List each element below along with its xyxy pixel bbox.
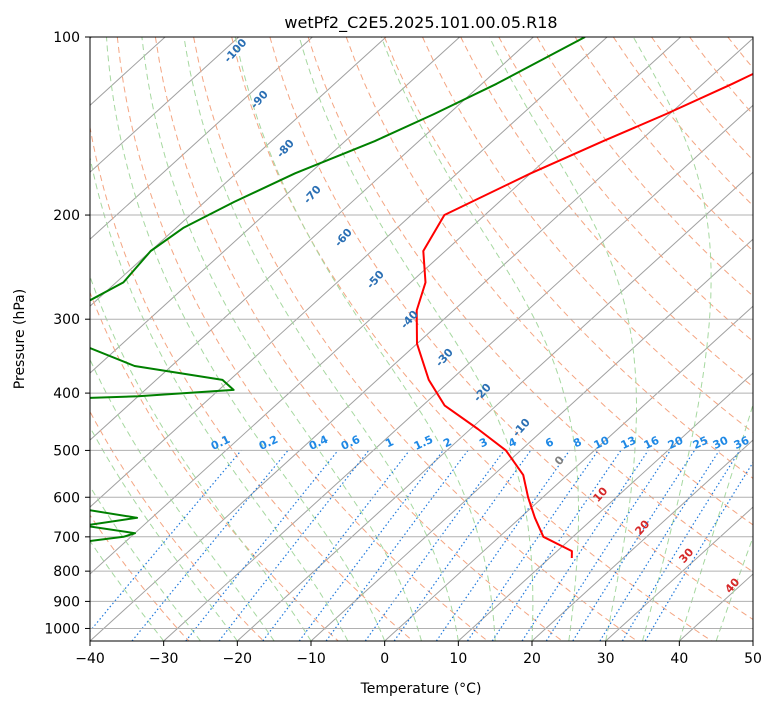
mixing-ratio-line — [262, 450, 410, 641]
dry-adiabat-line — [536, 37, 753, 297]
mixing-ratio-line — [521, 450, 649, 641]
y-axis-label: Pressure (hPa) — [12, 289, 28, 389]
pressure-grid — [90, 37, 753, 629]
moist-adiabat-line — [234, 37, 496, 641]
profile-lines — [90, 37, 753, 559]
x-axis: −40 −30 −20 −10 0 10 20 30 40 50 — [75, 641, 762, 667]
x-axis-label: Temperature (°C) — [360, 681, 482, 697]
moist-adiabat-line — [90, 540, 165, 641]
moist-adiabat-line — [90, 426, 238, 641]
mixing-ratio-label: 30 — [711, 434, 731, 452]
x-tick-label: 50 — [744, 651, 762, 667]
dry-adiabat-line — [193, 37, 638, 641]
dewpoint-line — [90, 37, 586, 543]
mixing-ratio-line — [325, 450, 469, 641]
mixing-ratio-line — [185, 450, 339, 641]
mixing-ratio-label: 10 — [592, 434, 612, 452]
mixing-ratio-line — [572, 450, 696, 641]
chart-title: wetPf2_C2E5.2025.101.00.05.R18 — [284, 13, 557, 33]
mixing-ratio-line — [435, 450, 571, 641]
moist-adiabat-line — [90, 485, 201, 641]
isotherm-line — [163, 104, 753, 641]
mixing-ratio-label: 25 — [691, 434, 710, 452]
y-tick-label: 800 — [53, 564, 80, 580]
isotherm-line — [236, 171, 753, 641]
moist-adiabat-line — [90, 275, 312, 641]
x-tick-label: −10 — [296, 651, 326, 667]
background-lines — [90, 37, 775, 641]
mixing-ratio-line — [545, 450, 671, 641]
x-tick-label: −30 — [149, 651, 179, 667]
dry-adiabat-line — [422, 37, 753, 434]
y-tick-label: 700 — [53, 530, 80, 546]
isotherm-line — [90, 37, 534, 441]
moist-adiabat-line — [141, 37, 422, 641]
x-tick-label: 30 — [597, 651, 615, 667]
mixing-ratio-label: 16 — [642, 434, 662, 452]
dry-adiabat-line — [307, 37, 753, 573]
isotherm-line — [310, 238, 753, 641]
isotherm-line — [384, 305, 753, 641]
mixing-ratio-label: 13 — [619, 434, 638, 452]
y-tick-label: 500 — [53, 443, 80, 459]
mixing-ratio-line — [621, 450, 741, 641]
plot-frame — [89, 36, 754, 642]
x-tick-label: 10 — [449, 651, 467, 667]
y-tick-label: 1000 — [44, 621, 80, 637]
mixing-ratio-line — [131, 450, 289, 641]
isotherm-line — [457, 372, 753, 641]
y-axis: 100 200 300 400 500 600 700 800 900 1000 — [44, 30, 90, 637]
y-tick-label: 900 — [53, 594, 80, 610]
mixing-ratio-line — [393, 450, 532, 641]
isotherm-line — [605, 506, 753, 641]
x-tick-label: −40 — [75, 651, 105, 667]
moist-adiabat-line — [90, 358, 275, 641]
temperature-line — [415, 72, 753, 559]
dry-adiabat-line — [90, 124, 414, 641]
dry-adiabat-line — [766, 37, 775, 641]
y-tick-label: 600 — [53, 490, 80, 506]
y-tick-label: 100 — [53, 30, 80, 46]
dry-adiabat-line — [116, 37, 488, 641]
isotherm-line — [90, 37, 313, 240]
mixing-ratio-line — [466, 450, 599, 641]
moist-adiabat-line — [678, 402, 753, 641]
x-tick-label: 0 — [380, 651, 389, 667]
y-tick-label: 400 — [53, 386, 80, 402]
isotherm-line — [90, 37, 387, 307]
moist-adiabat-line — [632, 37, 712, 641]
isotherm-line — [752, 640, 753, 641]
isotherm-line — [90, 37, 682, 575]
mixing-ratio-line — [491, 450, 622, 641]
isotherm-line — [90, 37, 461, 374]
moist-adiabat-line — [90, 155, 349, 641]
moist-adiabat-line — [488, 37, 637, 641]
moist-adiabat-line — [715, 535, 753, 641]
isotherm-line — [531, 439, 753, 641]
moist-adiabat-line — [298, 37, 534, 641]
y-tick-label: 300 — [53, 312, 80, 328]
isotherm-line — [90, 37, 608, 508]
dry-adiabat-line — [269, 37, 753, 621]
x-tick-label: 20 — [523, 651, 541, 667]
mixing-ratio-label: 20 — [666, 434, 686, 452]
moist-adiabat-line — [380, 37, 579, 641]
x-tick-label: −20 — [223, 651, 253, 667]
moist-adiabat-line — [183, 37, 459, 641]
isotherm-line — [90, 37, 240, 173]
mixing-ratio-label: 36 — [732, 434, 752, 452]
y-tick-label: 200 — [53, 208, 80, 224]
x-tick-label: 40 — [670, 651, 688, 667]
mixing-ratio-line — [364, 450, 505, 641]
moist-adiabat-line — [106, 37, 386, 641]
dry-adiabat-line — [154, 37, 563, 641]
dry-adiabat-line — [460, 37, 753, 388]
mixing-ratio-line — [298, 450, 444, 641]
dry-adiabat-line — [345, 37, 753, 526]
mixing-ratio-line — [90, 450, 242, 633]
